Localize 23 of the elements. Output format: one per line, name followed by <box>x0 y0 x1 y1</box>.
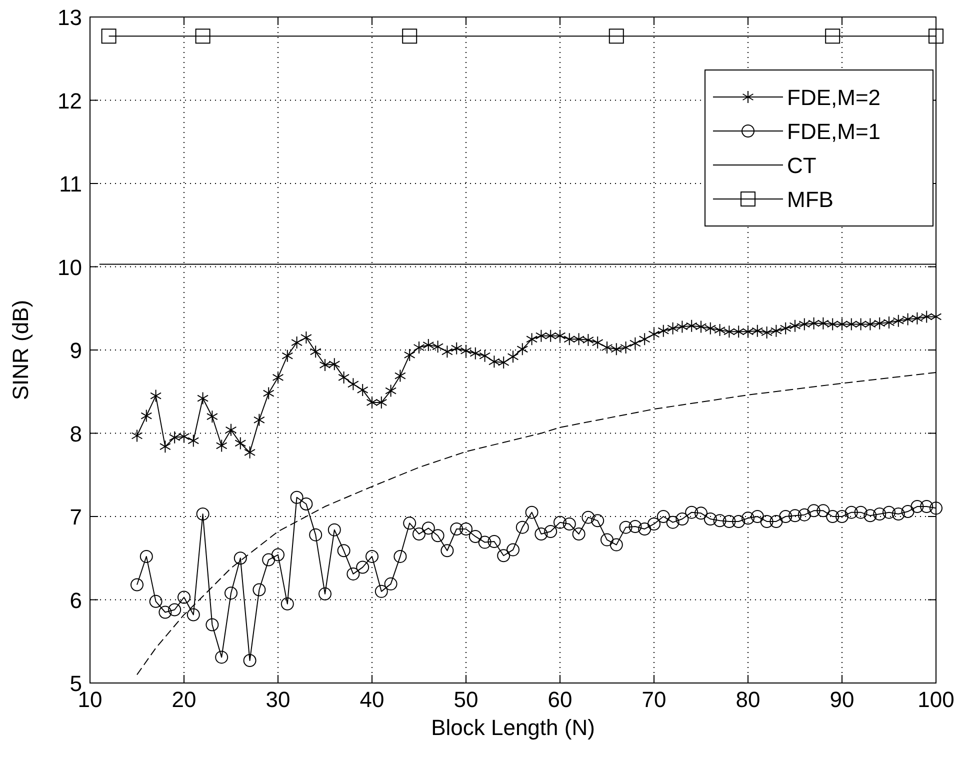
legend-label: FDE,M=1 <box>787 119 881 144</box>
x-tick-label: 20 <box>172 687 196 712</box>
x-tick-label: 80 <box>736 687 760 712</box>
legend-label: MFB <box>787 187 834 212</box>
x-tick-label: 30 <box>266 687 290 712</box>
y-tick-label: 9 <box>70 338 82 363</box>
x-tick-label: 100 <box>918 687 954 712</box>
legend-label: FDE,M=2 <box>787 85 881 110</box>
legend-label: CT <box>787 153 816 178</box>
y-tick-label: 13 <box>58 5 82 30</box>
x-tick-label: 70 <box>642 687 666 712</box>
x-axis-title: Block Length (N) <box>431 715 595 740</box>
x-tick-label: 90 <box>830 687 854 712</box>
y-tick-label: 7 <box>70 504 82 530</box>
x-tick-label: 60 <box>548 687 572 712</box>
x-tick-label: 40 <box>360 687 384 712</box>
x-tick-label: 50 <box>454 687 478 712</box>
y-tick-label: 10 <box>58 254 82 280</box>
y-tick-label: 6 <box>70 588 82 613</box>
y-axis-title: SINR (dB) <box>8 300 33 400</box>
y-tick-label: 8 <box>70 421 82 446</box>
y-tick-label: 12 <box>58 88 82 114</box>
y-tick-label: 11 <box>59 172 82 196</box>
